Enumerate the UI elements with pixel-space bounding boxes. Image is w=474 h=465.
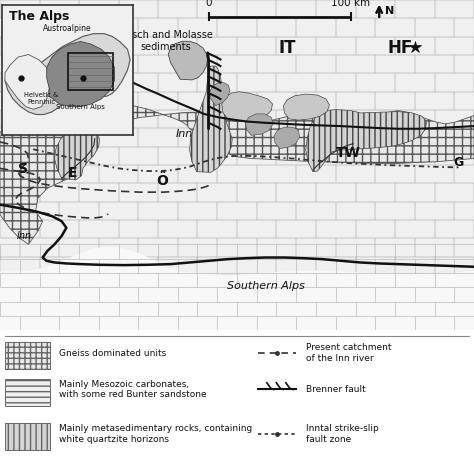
Polygon shape [210,83,230,106]
Text: The Alps: The Alps [9,10,69,23]
Text: Inn: Inn [17,231,32,241]
Polygon shape [246,114,273,135]
Text: Inntal strike-slip
fault zone: Inntal strike-slip fault zone [306,424,378,444]
Text: HF: HF [388,39,413,57]
Text: Present catchment
of the Inn river: Present catchment of the Inn river [306,343,391,363]
Text: Gneiss dominated units: Gneiss dominated units [59,349,166,358]
Text: Flysch and Molasse
sediments: Flysch and Molasse sediments [118,31,213,52]
Text: Mainly Mesozoic carbonates,
with some red Bunter sandstone: Mainly Mesozoic carbonates, with some re… [59,380,207,399]
Polygon shape [55,129,100,180]
Text: S: S [18,162,28,176]
Text: Southern Alps: Southern Alps [56,104,105,110]
Bar [5,342,50,369]
Text: Austroalpine: Austroalpine [43,24,92,33]
Text: 0: 0 [205,0,212,8]
Bar [5,423,50,450]
Text: N: N [385,6,394,15]
Bar [67,53,113,90]
Text: Brenner fault: Brenner fault [306,385,365,394]
Polygon shape [274,127,300,149]
Polygon shape [0,106,474,244]
Text: Helvetic &
Penninic: Helvetic & Penninic [24,93,59,106]
Text: Southern Alps: Southern Alps [227,280,304,291]
Text: Ö: Ö [156,174,168,188]
Polygon shape [283,94,329,120]
Text: G: G [454,156,464,169]
Text: Inn: Inn [175,129,192,139]
Bar [5,379,50,405]
Text: TW: TW [336,146,361,159]
Polygon shape [190,66,232,173]
Polygon shape [5,54,49,109]
Text: Mainly metasedimentary rocks, containing
white quartzite horizons: Mainly metasedimentary rocks, containing… [59,424,253,444]
Polygon shape [46,41,115,106]
Polygon shape [222,92,273,121]
Polygon shape [0,247,474,330]
Text: 100 km: 100 km [331,0,370,8]
Polygon shape [168,41,208,80]
Text: IT: IT [278,39,295,57]
Polygon shape [306,110,427,172]
Polygon shape [5,33,130,114]
Text: E: E [67,166,77,180]
